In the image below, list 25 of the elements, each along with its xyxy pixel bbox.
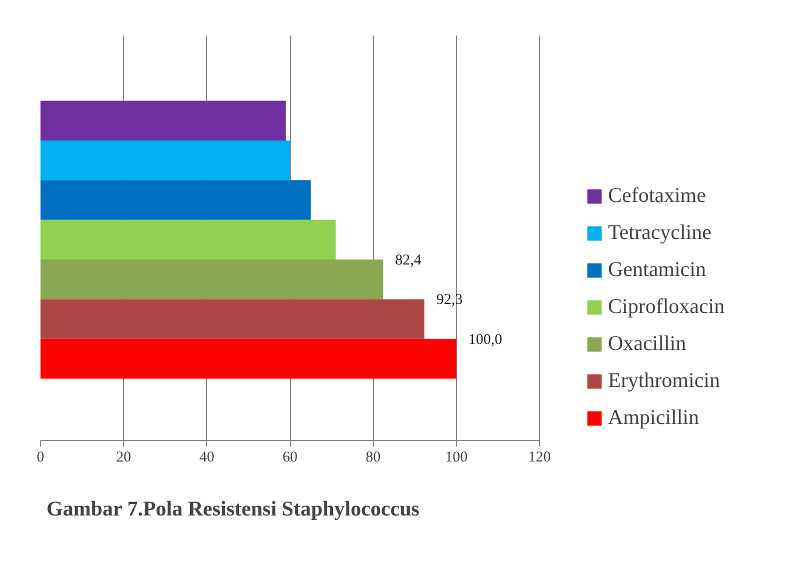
bar (40, 100, 286, 140)
x-tick-label: 20 (116, 450, 132, 466)
legend-label: Ampicillin (608, 405, 699, 430)
x-tick-label: 0 (36, 450, 44, 466)
x-tick-label: 80 (366, 450, 381, 466)
data-label: 100,0 (468, 332, 502, 348)
bar (40, 260, 384, 300)
text: Gambar 7.Pola Resistensi Staphylococcus (46, 496, 420, 520)
x-tick-label: 60 (282, 450, 298, 466)
bar (40, 220, 336, 260)
bar (40, 338, 456, 379)
x-tick-label: 100 (445, 450, 468, 466)
bar (40, 140, 290, 180)
data-label: 92,3 (436, 292, 463, 308)
legend-label: Oxacillin (608, 331, 686, 356)
legend-label: Cefotaxime (608, 183, 706, 208)
legend-label: Ciprofloxacin (608, 294, 725, 319)
x-tick-label: 40 (199, 450, 214, 466)
legend-label: Tetracycline (608, 220, 712, 245)
bar (40, 180, 311, 220)
x-tick-label: 120 (528, 450, 551, 466)
legend-label: Gentamicin (608, 257, 706, 282)
legend-label: Erythromicin (608, 368, 720, 393)
bar (40, 299, 424, 339)
data-label: 82,4 (395, 252, 422, 269)
